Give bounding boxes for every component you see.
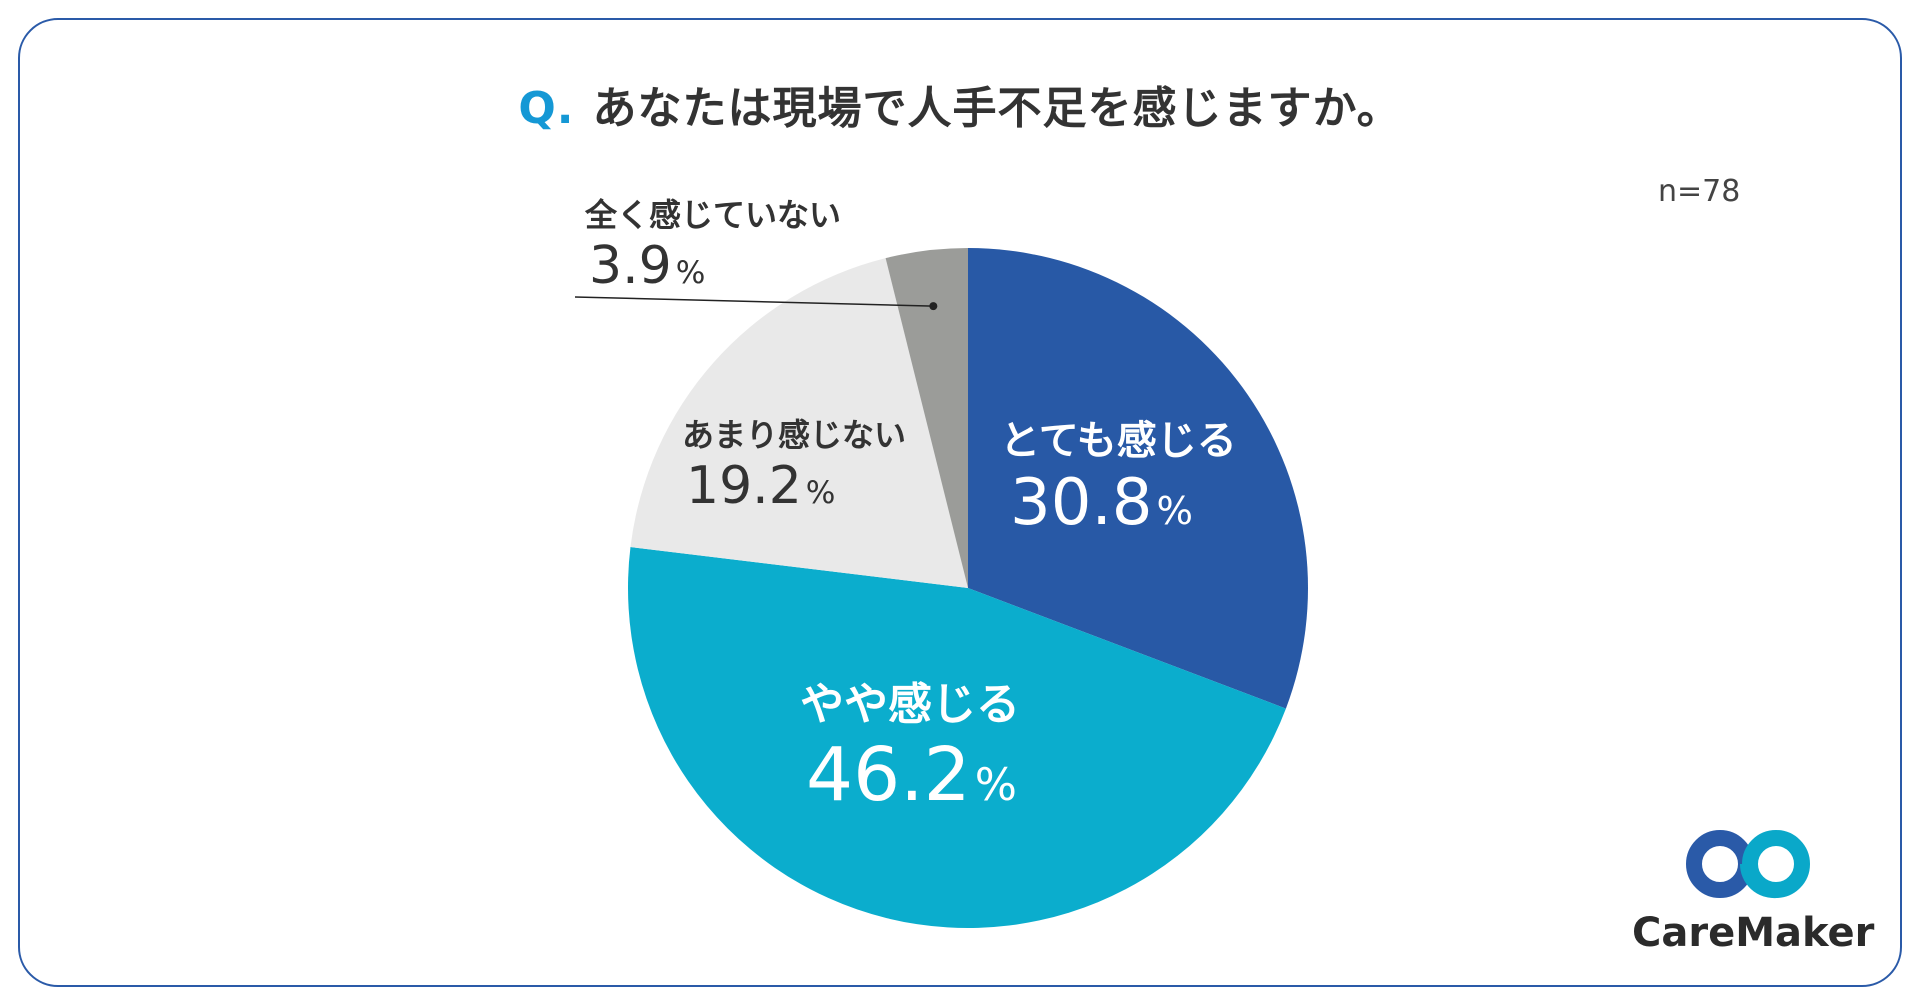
infinity-logo-icon <box>1686 830 1810 899</box>
slice-label-somewhat: やや感じる 46.2% <box>800 668 1020 818</box>
slice-name-somewhat: やや感じる <box>800 679 1020 730</box>
leader-line-not-at-all <box>574 296 934 307</box>
slice-label-very: とても感じる 30.8% <box>1000 408 1237 540</box>
question-prefix: Q. <box>518 83 575 134</box>
slice-value-somewhat: 46.2% <box>806 732 1017 818</box>
question-text: あなたは現場で人手不足を感じますか。 <box>592 83 1402 134</box>
slice-name-not-much: あまり感じない <box>682 416 907 454</box>
slice-value-not-much: 19.2% <box>686 456 836 516</box>
slice-value-not-at-all: 3.9% <box>589 236 706 296</box>
slice-label-not-much: あまり感じない 19.2% <box>682 410 906 516</box>
caremaker-logo: CareMaker <box>1632 820 1875 960</box>
slice-label-not-at-all: 全く感じていない 3.9% <box>585 190 841 296</box>
slice-name-not-at-all: 全く感じていない <box>585 196 842 234</box>
chart-title: Q. あなたは現場で人手不足を感じますか。 <box>0 72 1920 136</box>
brand-name: CareMaker <box>1632 910 1875 956</box>
pie-slice-somewhat <box>627 547 1286 929</box>
pie-slice-not-much <box>630 258 968 588</box>
pie-slice-very <box>968 248 1309 709</box>
sample-size: n=78 <box>1658 174 1741 209</box>
slice-name-very: とても感じる <box>1000 418 1237 464</box>
pie-slice-not-at-all <box>885 248 968 588</box>
leader-dot-not-at-all <box>929 302 938 311</box>
slice-value-very: 30.8% <box>1010 466 1193 540</box>
